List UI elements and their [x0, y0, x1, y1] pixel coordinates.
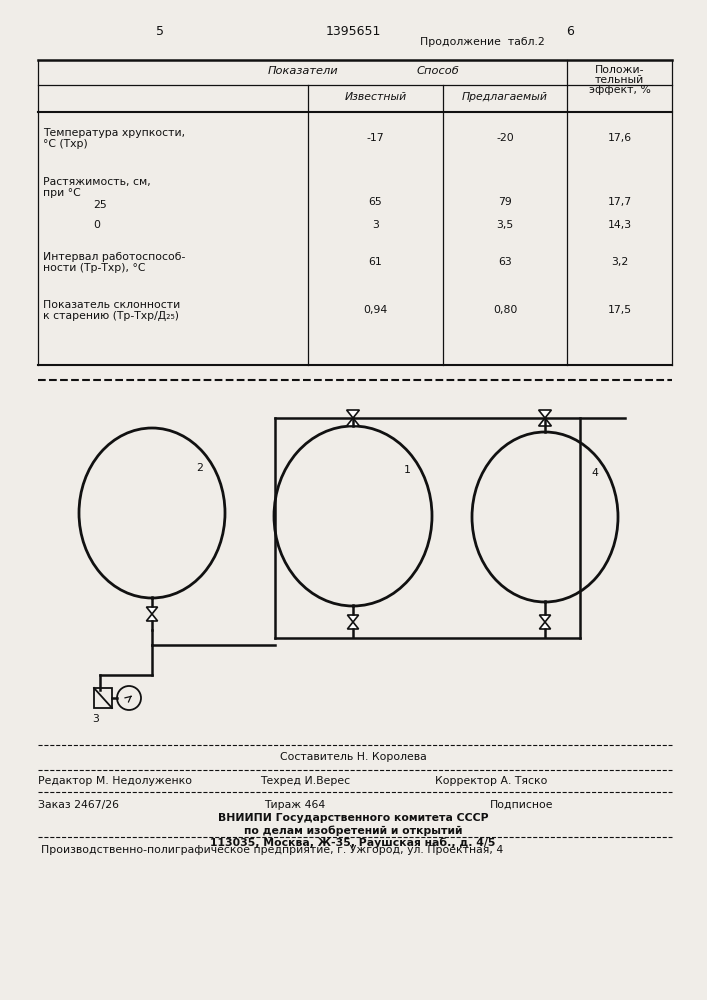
- Text: Показатели: Показатели: [267, 66, 338, 76]
- Text: 0,94: 0,94: [363, 305, 387, 315]
- Text: Составитель Н. Королева: Составитель Н. Королева: [280, 752, 426, 762]
- Text: Показатель склонности: Показатель склонности: [43, 300, 180, 310]
- Text: ВНИИПИ Государственного комитета СССР: ВНИИПИ Государственного комитета СССР: [218, 813, 489, 823]
- Polygon shape: [539, 410, 551, 418]
- Text: при °С: при °С: [43, 188, 81, 198]
- Text: ности (Тр-Тхр), °С: ности (Тр-Тхр), °С: [43, 263, 146, 273]
- Text: Способ: Способ: [416, 66, 459, 76]
- Text: 17,7: 17,7: [607, 197, 631, 207]
- Text: по делам изобретений и открытий: по делам изобретений и открытий: [244, 825, 462, 836]
- Text: Интервал работоспособ-: Интервал работоспособ-: [43, 252, 185, 262]
- Polygon shape: [539, 418, 551, 426]
- Polygon shape: [347, 615, 358, 622]
- Polygon shape: [539, 615, 551, 622]
- Text: -20: -20: [496, 133, 514, 143]
- Text: 3,2: 3,2: [611, 257, 628, 267]
- Polygon shape: [347, 622, 358, 629]
- Text: 1: 1: [404, 465, 411, 475]
- Text: 113035, Москва, Ж-35, Раушская наб., д. 4/5: 113035, Москва, Ж-35, Раушская наб., д. …: [210, 837, 496, 848]
- Text: 3,5: 3,5: [496, 220, 513, 230]
- Polygon shape: [146, 607, 158, 614]
- Polygon shape: [539, 622, 551, 629]
- Text: 17,5: 17,5: [607, 305, 631, 315]
- Text: 0,80: 0,80: [493, 305, 518, 315]
- Text: к старению (Тр-Тхр/Д₂₅): к старению (Тр-Тхр/Д₂₅): [43, 311, 179, 321]
- Polygon shape: [146, 614, 158, 621]
- Polygon shape: [346, 418, 359, 426]
- Text: 3: 3: [92, 714, 99, 724]
- Text: Положи-: Положи-: [595, 65, 644, 75]
- Text: 5: 5: [156, 25, 164, 38]
- Text: 61: 61: [368, 257, 382, 267]
- Text: 0: 0: [93, 220, 100, 230]
- Text: Температура хрупкости,: Температура хрупкости,: [43, 128, 185, 138]
- Bar: [94, 688, 112, 708]
- Text: 4: 4: [591, 468, 598, 478]
- Text: Заказ 2467/26: Заказ 2467/26: [38, 800, 119, 810]
- Text: 17,6: 17,6: [607, 133, 631, 143]
- Text: Техред И.Верес: Техред И.Верес: [260, 776, 350, 786]
- Text: Тираж 464: Тираж 464: [264, 800, 326, 810]
- Text: 25: 25: [93, 200, 107, 210]
- Text: эффект, %: эффект, %: [588, 85, 650, 95]
- Text: 63: 63: [498, 257, 512, 267]
- Text: Продолжение  табл.2: Продолжение табл.2: [420, 37, 545, 47]
- Text: 6: 6: [566, 25, 574, 38]
- Text: 65: 65: [368, 197, 382, 207]
- Text: Производственно-полиграфическое предприятие, г. Ужгород, ул. Проектная, 4: Производственно-полиграфическое предприя…: [41, 845, 503, 855]
- Text: Редактор М. Недолуженко: Редактор М. Недолуженко: [38, 776, 192, 786]
- Text: 14,3: 14,3: [607, 220, 631, 230]
- Text: Корректор А. Тяско: Корректор А. Тяско: [435, 776, 547, 786]
- Text: 79: 79: [498, 197, 512, 207]
- Text: Подписное: Подписное: [490, 800, 554, 810]
- Text: °С (Тхр): °С (Тхр): [43, 139, 88, 149]
- Polygon shape: [346, 410, 359, 418]
- Text: 1395651: 1395651: [325, 25, 380, 38]
- Text: тельный: тельный: [595, 75, 644, 85]
- Text: Известный: Известный: [344, 92, 407, 102]
- Text: 2: 2: [196, 463, 203, 473]
- Text: Предлагаемый: Предлагаемый: [462, 92, 548, 102]
- Text: Растяжимость, см,: Растяжимость, см,: [43, 177, 151, 187]
- Text: 3: 3: [372, 220, 379, 230]
- Text: -17: -17: [367, 133, 385, 143]
